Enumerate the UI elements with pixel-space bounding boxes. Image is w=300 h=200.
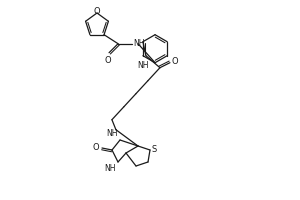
Text: O: O xyxy=(172,57,178,66)
Text: NH: NH xyxy=(137,61,149,70)
Text: NH: NH xyxy=(104,164,116,173)
Text: S: S xyxy=(152,144,157,154)
Text: O: O xyxy=(92,144,99,152)
Text: NH: NH xyxy=(106,129,118,138)
Text: O: O xyxy=(94,7,100,16)
Text: NH: NH xyxy=(133,39,145,48)
Text: O: O xyxy=(105,56,111,65)
